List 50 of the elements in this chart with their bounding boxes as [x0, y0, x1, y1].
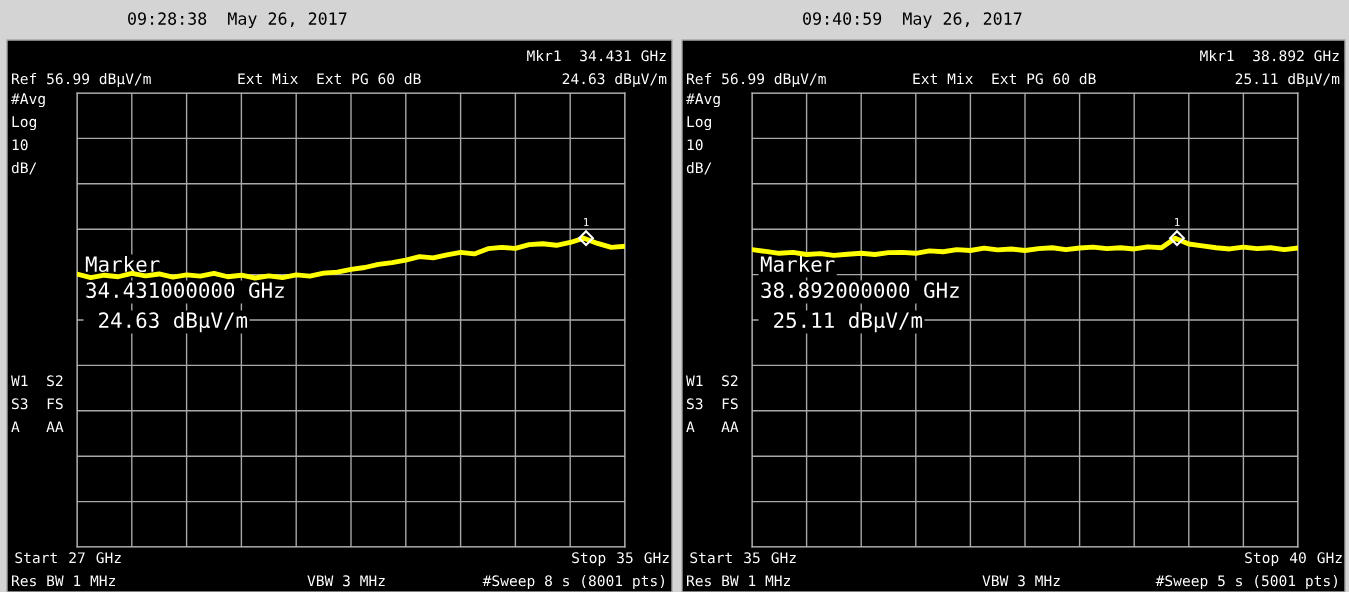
annotation: 1	[1175, 218, 1180, 227]
text: 24.63 dBμV/m	[562, 72, 667, 88]
annotation: 38.892000000 GHz	[761, 282, 959, 299]
x-tick-label: 27	[69, 552, 85, 564]
x-tick-label: 35	[744, 552, 760, 564]
text: Log	[687, 116, 711, 131]
text: A AA	[11, 421, 64, 433]
text: A AA	[686, 421, 739, 433]
text: Log	[12, 116, 36, 131]
text: GHz	[96, 552, 121, 564]
text: Stop	[572, 552, 606, 567]
text: Mkr1 38.892 GHz	[1200, 49, 1339, 62]
text: Ref 56.99 dBμV/m	[687, 72, 826, 88]
annotation: 24.63 dBμV/m	[99, 311, 248, 333]
text: #Avg	[686, 93, 720, 108]
text: dB/	[686, 161, 712, 175]
text: GHz	[771, 552, 796, 564]
text: S3 FS	[11, 398, 63, 410]
text: #Sweep 5 s (5001 pts)	[1155, 575, 1337, 590]
text: S3 FS	[686, 398, 738, 410]
annotation: Marker	[85, 255, 160, 273]
text: Ref 56.99 dBμV/m	[12, 72, 151, 88]
text: Ext Mix Ext PG 60 dB	[913, 72, 1096, 85]
x-tick-label: 40	[1289, 552, 1306, 564]
text: 25.11 dBμV/m	[1235, 72, 1340, 88]
text: Res BW 1 MHz	[687, 575, 790, 587]
annotation: 25.11 dBμV/m	[774, 311, 923, 333]
text: 10	[687, 139, 703, 151]
text: #Sweep 8 s (8001 pts)	[482, 575, 664, 590]
annotation: 1	[584, 218, 589, 227]
text: VBW 3 MHz	[307, 575, 385, 587]
text: W1 S2	[686, 375, 738, 387]
text: #Avg	[11, 93, 45, 108]
text: dB/	[11, 161, 37, 175]
text: Mkr1 34.431 GHz	[527, 49, 666, 62]
text: 10	[12, 139, 28, 151]
text: Start	[690, 552, 732, 564]
x-tick-label: 35	[617, 552, 633, 564]
chart-title: 09:40:59 May 26, 2017	[803, 12, 1022, 29]
text: Ext Mix Ext PG 60 dB	[238, 72, 421, 85]
text: Stop	[1245, 552, 1279, 567]
text: W1 S2	[11, 375, 63, 387]
annotation: Marker	[760, 255, 835, 273]
text: GHz	[1317, 552, 1342, 564]
text: Start	[15, 552, 57, 564]
text: GHz	[644, 552, 669, 564]
text: VBW 3 MHz	[982, 575, 1060, 587]
text: Res BW 1 MHz	[12, 575, 115, 587]
annotation: 34.431000000 GHz	[86, 282, 284, 299]
chart-title: 09:28:38 May 26, 2017	[128, 12, 347, 29]
